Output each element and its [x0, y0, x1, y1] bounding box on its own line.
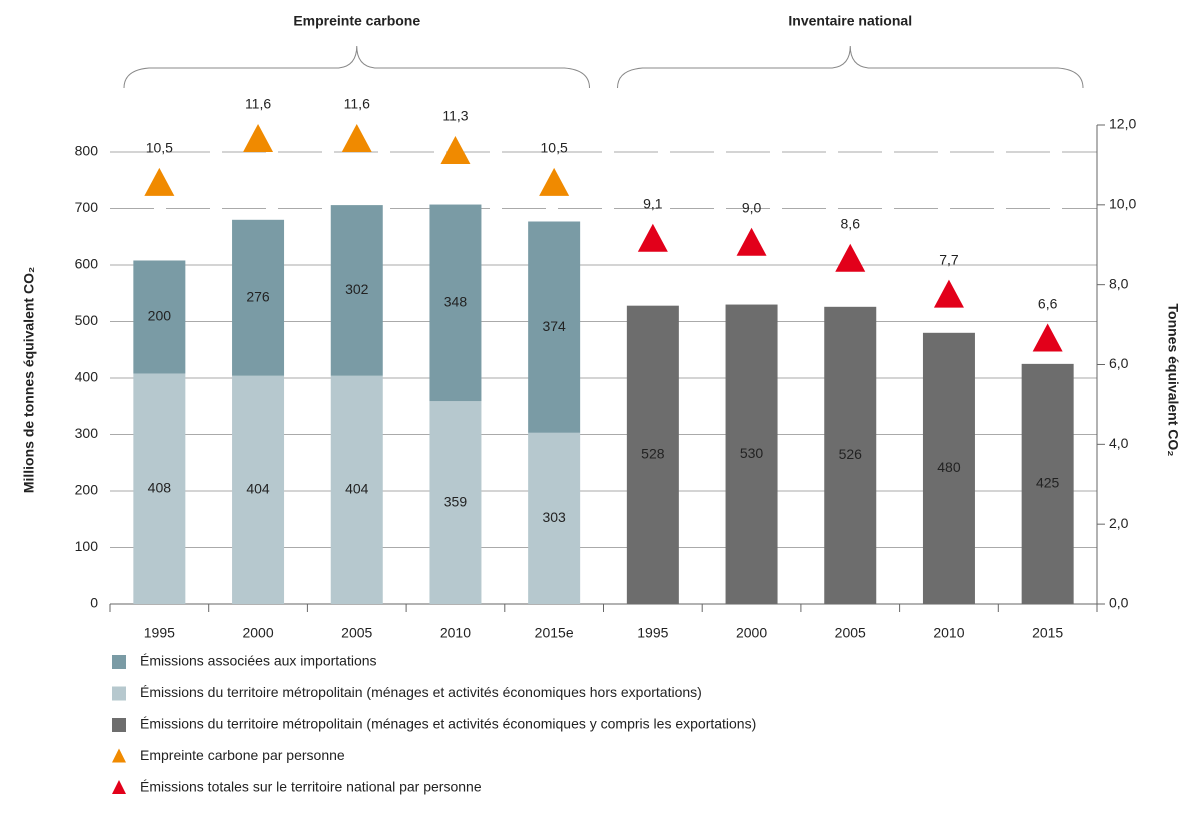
y-tick-label: 0 [90, 595, 98, 611]
legend-swatch [112, 686, 126, 701]
bar-segment [133, 260, 186, 374]
y-axis-label: Millions de tonnes équivalent CO₂ [21, 267, 37, 493]
y2-tick-label: 6,0 [1109, 355, 1129, 371]
x-tick-label: 2010 [440, 625, 471, 641]
x-tick-label: 2000 [242, 625, 273, 641]
marker-value-label: 8,6 [841, 215, 861, 231]
bar-segment [725, 304, 778, 604]
marker-value-label: 6,6 [1038, 295, 1058, 311]
bar-value-label: 408 [148, 479, 172, 495]
bar-value-label: 425 [1036, 475, 1060, 491]
bar-segment [528, 221, 581, 433]
bar-segment [133, 373, 186, 604]
x-tick-label: 2010 [933, 625, 964, 641]
legend-swatch [112, 748, 126, 763]
triangle-marker [736, 227, 767, 256]
bar-value-label: 404 [345, 481, 369, 497]
bar-value-label: 404 [246, 481, 270, 497]
legend-label: Émissions totales sur le territoire nati… [140, 779, 482, 795]
bar-segment [232, 219, 285, 376]
x-tick-label: 2000 [736, 625, 767, 641]
bar-value-label: 359 [444, 493, 468, 509]
bar-value-label: 302 [345, 281, 369, 297]
x-tick-label: 1995 [144, 625, 175, 641]
x-tick-label: 2015e [535, 625, 574, 641]
bar-value-label: 303 [542, 509, 566, 525]
legend-swatch [112, 655, 126, 669]
y2-tick-label: 10,0 [1109, 196, 1136, 212]
marker-value-label: 11,6 [245, 96, 271, 112]
triangle-marker [341, 123, 372, 152]
y-tick-label: 400 [75, 369, 99, 385]
marker-value-label: 9,1 [643, 195, 663, 211]
bar-segment [824, 306, 877, 604]
triangle-marker [144, 167, 175, 196]
bar-value-label: 528 [641, 446, 665, 462]
group-label: Inventaire national [788, 13, 912, 29]
triangle-marker [835, 243, 866, 272]
x-tick-label: 1995 [637, 625, 668, 641]
y-tick-label: 200 [75, 482, 99, 498]
y2-tick-label: 12,0 [1109, 116, 1136, 132]
x-tick-label: 2015 [1032, 625, 1063, 641]
bar-value-label: 200 [148, 308, 172, 324]
marker-value-label: 9,0 [742, 199, 762, 215]
triangle-marker [1032, 323, 1063, 352]
group-brace [617, 45, 1084, 89]
marker-value-label: 11,3 [442, 108, 468, 124]
bar-value-label: 480 [937, 459, 961, 475]
bar-segment [232, 375, 285, 604]
legend-swatch [112, 780, 126, 794]
marker-value-label: 10,5 [541, 140, 568, 156]
triangle-marker [637, 223, 668, 252]
legend-swatch [112, 718, 126, 732]
y2-axis-label: Tonnes équivalent CO₂ [1165, 304, 1181, 457]
triangle-marker [440, 135, 471, 164]
y2-tick-label: 2,0 [1109, 515, 1129, 531]
marker-value-label: 7,7 [939, 251, 959, 267]
y2-tick-label: 0,0 [1109, 595, 1129, 611]
bar-value-label: 526 [839, 446, 863, 462]
bar-segment [330, 205, 383, 376]
bar-segment [922, 332, 975, 604]
group-brace [123, 45, 590, 89]
y-tick-label: 600 [75, 256, 99, 272]
bar-value-label: 348 [444, 294, 468, 310]
bar-segment [330, 375, 383, 604]
legend-label: Empreinte carbone par personne [140, 747, 345, 763]
x-tick-label: 2005 [341, 625, 372, 641]
bar-segment [528, 432, 581, 604]
y-tick-label: 300 [75, 425, 99, 441]
triangle-marker [243, 123, 274, 152]
x-tick-label: 2005 [835, 625, 866, 641]
y-tick-label: 100 [75, 538, 99, 554]
marker-value-label: 10,5 [146, 140, 173, 156]
legend-label: Émissions associées aux importations [140, 653, 377, 669]
bar-segment [1021, 363, 1074, 604]
y2-tick-label: 8,0 [1109, 275, 1129, 291]
y-tick-label: 800 [75, 143, 99, 159]
bar-value-label: 276 [246, 288, 270, 304]
legend-label: Émissions du territoire métropolitain (m… [140, 716, 756, 732]
bar-segment [429, 401, 482, 604]
y2-tick-label: 4,0 [1109, 435, 1129, 451]
y-tick-label: 700 [75, 199, 99, 215]
marker-value-label: 11,6 [344, 96, 370, 112]
group-label: Empreinte carbone [293, 13, 420, 29]
bar-value-label: 530 [740, 445, 764, 461]
bar-segment [626, 305, 679, 604]
triangle-marker [933, 279, 964, 308]
bar-value-label: 374 [542, 318, 566, 334]
legend-label: Émissions du territoire métropolitain (m… [140, 684, 702, 700]
bar-segment [429, 204, 482, 402]
y-tick-label: 500 [75, 312, 99, 328]
triangle-marker [539, 167, 570, 196]
